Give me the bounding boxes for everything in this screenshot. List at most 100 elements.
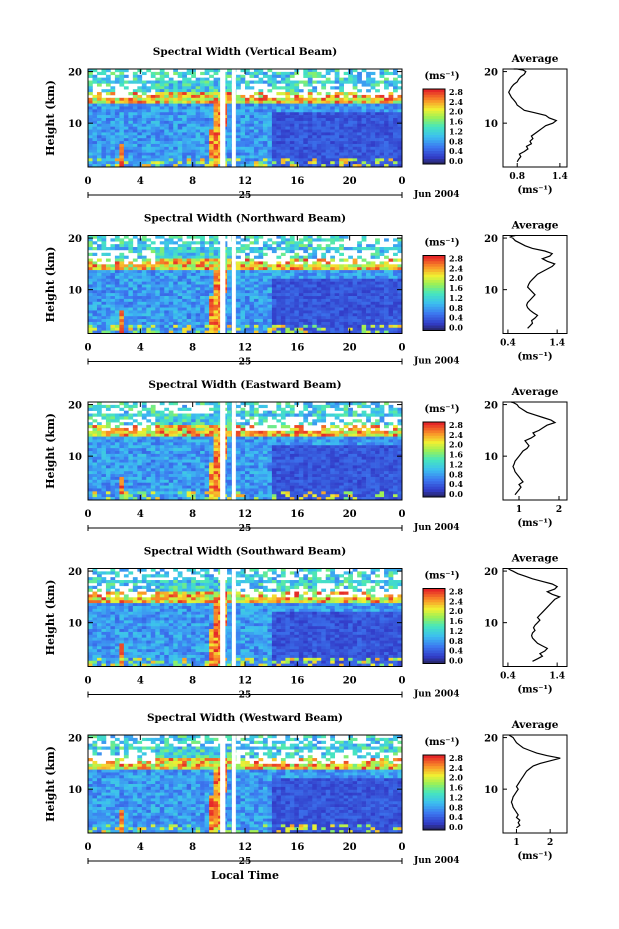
heatmap-cell <box>168 235 174 239</box>
heatmap-cell <box>119 290 125 294</box>
heatmap-cell <box>285 141 291 145</box>
y-axis-label: Height (km) <box>44 247 57 323</box>
heatmap-cell <box>348 115 353 119</box>
heatmap-cell <box>186 270 192 274</box>
heatmap-cell <box>155 293 161 297</box>
heatmap-cell <box>173 135 179 139</box>
heatmap-cell <box>141 485 147 489</box>
heatmap-cell <box>357 298 362 303</box>
heatmap-cell <box>204 115 210 119</box>
heatmap-cell <box>123 155 129 159</box>
heatmap-cell <box>298 115 304 119</box>
heatmap-cell <box>159 146 165 150</box>
heatmap-cell <box>249 152 255 156</box>
heatmap-cell <box>245 321 250 326</box>
heatmap-cell <box>334 126 340 130</box>
heatmap-cell <box>388 97 394 101</box>
heatmap-cell <box>195 278 201 282</box>
heatmap-cell <box>164 301 170 305</box>
heatmap-cell <box>128 321 134 326</box>
heatmap-cell <box>352 261 358 265</box>
heatmap-cell <box>384 77 389 81</box>
heatmap-cell <box>209 261 214 265</box>
heatmap-cell <box>119 433 125 437</box>
heatmap-cell <box>352 316 358 320</box>
heatmap-cell <box>141 439 147 443</box>
heatmap-cell <box>236 74 241 78</box>
heatmap-cell <box>271 293 277 297</box>
x-tick-label: 0 <box>85 343 92 354</box>
heatmap-cell <box>92 126 98 130</box>
heatmap-cell <box>168 281 174 285</box>
heatmap-cell <box>173 436 179 440</box>
heatmap-cell <box>146 456 152 460</box>
heatmap-cell <box>258 161 264 165</box>
heatmap-cell <box>114 129 120 133</box>
heatmap-cell <box>168 491 174 495</box>
heatmap-cell <box>312 86 318 90</box>
heatmap-cell <box>289 321 295 326</box>
heatmap-cell <box>119 462 125 466</box>
heatmap-cell <box>352 310 358 314</box>
heatmap-cell <box>339 310 344 314</box>
heatmap-cell <box>245 126 250 130</box>
heatmap-cell <box>375 270 380 274</box>
heatmap-cell <box>227 143 232 148</box>
heatmap-cell <box>393 161 398 165</box>
heatmap-cell <box>132 126 138 130</box>
heatmap-cell <box>105 161 111 165</box>
heatmap-cell <box>316 80 322 84</box>
colorbar-swatch <box>423 150 445 154</box>
heatmap-cell <box>119 278 125 282</box>
heatmap-cell <box>204 129 210 133</box>
heatmap-cell <box>92 264 98 268</box>
heatmap-cell <box>227 255 232 259</box>
heatmap-cell <box>267 281 273 285</box>
heatmap-cell <box>276 287 282 291</box>
heatmap-cell <box>397 290 403 294</box>
heatmap-cell <box>173 89 179 93</box>
heatmap-cell <box>168 149 174 153</box>
heatmap-cell <box>280 118 286 122</box>
heatmap-cell <box>240 270 246 274</box>
heatmap-cell <box>249 164 255 168</box>
heatmap-cell <box>209 97 214 101</box>
heatmap-cell <box>393 103 398 107</box>
heatmap-cell <box>258 290 264 294</box>
heatmap-cell <box>209 138 214 142</box>
heatmap-cell <box>200 123 205 127</box>
heatmap-cell <box>155 468 161 472</box>
heatmap-cell <box>379 290 385 294</box>
heatmap-cell <box>209 290 214 294</box>
heatmap-cell <box>155 488 161 492</box>
heatmap-cell <box>379 327 385 331</box>
heatmap-cell <box>114 324 120 329</box>
heatmap-cell <box>164 120 170 125</box>
heatmap-cell <box>325 94 331 99</box>
heatmap-cell <box>155 161 161 165</box>
heatmap-cell <box>114 488 120 492</box>
heatmap-cell <box>384 138 389 142</box>
colorbar-tick-label: 1.2 <box>449 126 463 136</box>
heatmap-cell <box>280 319 286 323</box>
heatmap-cell <box>200 152 205 156</box>
heatmap-cell <box>88 465 93 469</box>
heatmap-cell <box>393 313 398 317</box>
heatmap-cell <box>150 445 156 449</box>
heatmap-cell <box>339 146 344 150</box>
heatmap-cell <box>88 132 93 136</box>
heatmap-cell <box>280 293 286 297</box>
heatmap-cell <box>209 307 214 311</box>
heatmap-cell <box>155 255 161 259</box>
heatmap-cell <box>155 80 161 84</box>
heatmap-cell <box>245 252 250 256</box>
heatmap-cell <box>150 307 156 311</box>
heatmap-cell <box>307 132 313 136</box>
heatmap-cell <box>114 155 120 159</box>
heatmap-cell <box>164 494 170 498</box>
heatmap-cell <box>146 448 152 452</box>
heatmap-cell <box>88 238 93 242</box>
heatmap-cell <box>101 115 107 119</box>
heatmap-cell <box>141 298 147 303</box>
heatmap-cell <box>159 103 165 107</box>
